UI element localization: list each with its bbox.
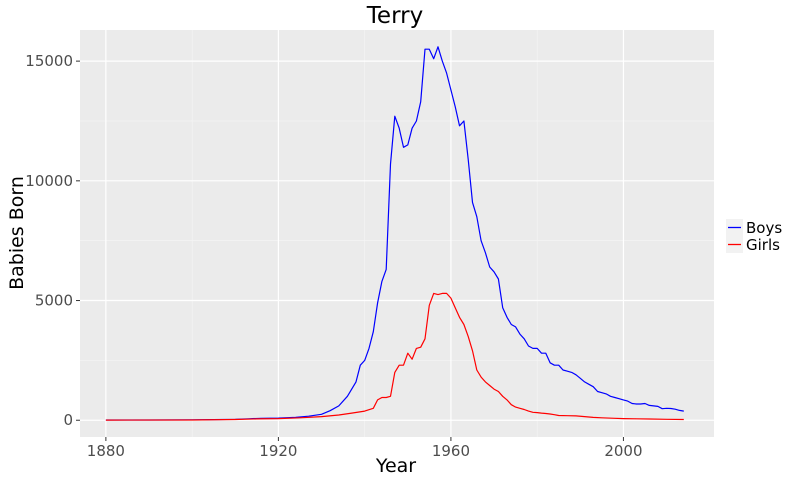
- x-tick-label: 1960: [432, 442, 470, 460]
- legend-label-boys: Boys: [746, 219, 782, 237]
- y-axis: 0 5000 10000 15000: [25, 52, 80, 429]
- y-tick-label: 15000: [25, 52, 73, 70]
- y-tick-label: 5000: [35, 292, 73, 310]
- x-axis: 1880 1920 1960 2000: [87, 437, 643, 460]
- x-tick-label: 1880: [87, 442, 125, 460]
- y-tick-label: 0: [63, 411, 73, 429]
- series-line-girls: [105, 292, 684, 421]
- series-line-boys: [105, 46, 684, 421]
- x-tick-label: 2000: [604, 442, 642, 460]
- x-axis-title: Year: [375, 455, 416, 477]
- chart-title: Terry: [366, 3, 423, 29]
- series-lines: [105, 46, 684, 421]
- plot-panel: [80, 30, 714, 437]
- y-tick-label: 10000: [25, 172, 73, 190]
- x-tick-label: 1920: [259, 442, 297, 460]
- y-axis-title: Babies Born: [6, 176, 28, 290]
- legend-label-girls: Girls: [746, 236, 780, 254]
